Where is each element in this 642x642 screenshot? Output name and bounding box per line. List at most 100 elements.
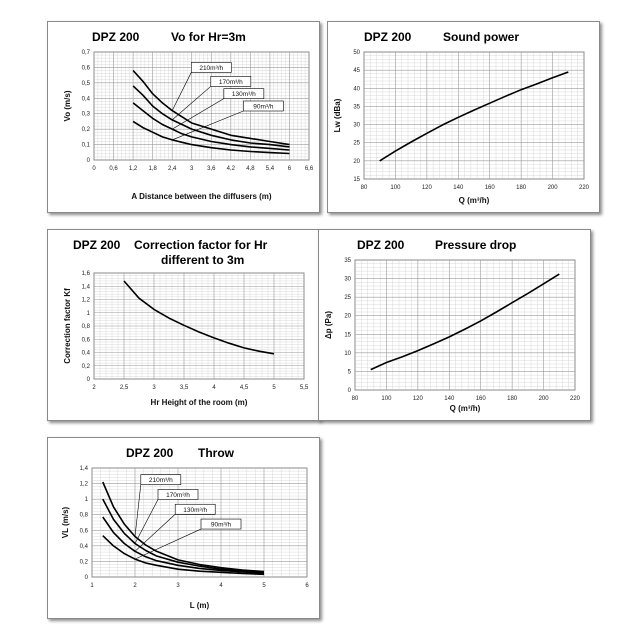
series-line <box>102 498 265 574</box>
y-axis-label: Correction factor Kf <box>63 288 72 364</box>
y-tick-label: 0,8 <box>80 513 89 519</box>
y-tick-label: 0,5 <box>82 81 91 87</box>
series-label-box <box>223 88 265 99</box>
series-label-leader <box>171 86 212 121</box>
y-tick-label: 50 <box>353 50 360 56</box>
series-label-leader <box>134 514 176 552</box>
series-label-leader <box>134 499 159 544</box>
x-tick-label: 4 <box>212 385 216 391</box>
y-tick-label: 0 <box>87 158 91 164</box>
chart-title: Throw <box>198 446 235 460</box>
x-tick-label: 140 <box>453 185 464 191</box>
y-tick-label: 0 <box>348 388 352 394</box>
y-tick-label: 35 <box>344 258 351 264</box>
x-tick-label: 1,2 <box>129 166 138 172</box>
chart-title: Correction factor for Hr <box>134 238 268 252</box>
x-tick-label: 3 <box>190 166 194 172</box>
chart-title: Pressure drop <box>435 238 516 252</box>
x-tick-label: 3 <box>176 583 180 589</box>
series-label-box <box>157 489 199 500</box>
chart-title: Vo for Hr=3m <box>171 30 246 44</box>
series-label-leader <box>172 98 225 130</box>
minor-grid <box>364 52 584 179</box>
y-tick-label: 20 <box>344 314 351 320</box>
y-tick-label: 0,3 <box>82 112 91 118</box>
series-label-box <box>140 474 182 485</box>
x-tick-label: 3,5 <box>180 385 189 391</box>
series-line <box>132 120 290 155</box>
x-tick-label: 3 <box>152 385 156 391</box>
y-tick-label: 15 <box>353 177 360 183</box>
series-label-leader <box>172 110 244 141</box>
series-line <box>102 481 265 573</box>
series-label-box <box>200 518 242 530</box>
x-tick-label: 5,4 <box>266 166 275 172</box>
x-tick-label: 4,2 <box>227 166 236 172</box>
y-tick-label: 1,2 <box>80 482 89 488</box>
x-axis-label: A Distance between the diffusers (m) <box>131 192 272 201</box>
series-label: 90m³/h <box>211 522 232 529</box>
y-tick-label: 35 <box>353 104 360 110</box>
y-tick-label: 1,4 <box>82 284 91 290</box>
x-tick-label: 100 <box>381 396 392 402</box>
series-label: 130m³/h <box>232 91 256 98</box>
x-tick-label: 2 <box>92 385 96 391</box>
series-label: 130m³/h <box>183 507 207 514</box>
y-tick-label: 0,2 <box>82 364 91 370</box>
minor-grid <box>355 260 575 390</box>
x-tick-label: 120 <box>422 185 433 191</box>
y-tick-label: 25 <box>353 141 360 147</box>
y-tick-label: 0,4 <box>82 96 91 102</box>
x-axis-label: Q (m³/h) <box>450 404 481 413</box>
series-label: 170m³/h <box>166 492 190 499</box>
throw-chart-panel: DPZ 200 Throw 1 2 3 4 5 6 0 0,2 0,4 0,6 0,8 1 1,2 1,4… <box>47 437 320 619</box>
y-axis-label: Δp (Pa) <box>324 311 333 339</box>
series-line <box>132 102 290 151</box>
pressure-drop-chart-svg: DPZ 200 Pressure drop 80 100 120 140 160 180 2… <box>324 238 581 413</box>
throw-chart-svg: DPZ 200 Throw 1 2 3 4 5 6 0 0,2 0,4 0,6 0,8 1 1,2 1,4… <box>61 446 309 610</box>
series-label: 210m³/h <box>199 65 223 72</box>
x-tick-label: 80 <box>352 396 359 402</box>
x-tick-label: 160 <box>476 396 487 402</box>
y-tick-label: 0,2 <box>82 127 91 133</box>
series-line <box>102 516 265 574</box>
x-axis-label: Hr Height of the room (m) <box>151 398 248 407</box>
x-axis-label: L (m) <box>190 601 210 610</box>
series-line <box>379 71 569 162</box>
x-tick-label: 1,8 <box>148 166 157 172</box>
major-grid <box>354 259 576 391</box>
x-axis-label: Q (m³/h) <box>459 196 490 205</box>
series-label: 210m³/h <box>149 477 173 484</box>
series-label-box <box>190 62 232 73</box>
correction-factor-chart-panel: DPZ 200 Correction factor for Hr differe… <box>47 229 320 421</box>
x-tick-label: 200 <box>539 396 550 402</box>
x-tick-label: 120 <box>413 396 424 402</box>
y-tick-label: 1,2 <box>82 298 91 304</box>
series-line <box>132 69 290 146</box>
y-tick-label: 40 <box>353 86 360 92</box>
y-tick-label: 25 <box>344 295 351 301</box>
x-tick-label: 180 <box>516 185 527 191</box>
y-tick-label: 10 <box>344 351 351 357</box>
series-label: 170m³/h <box>219 79 243 86</box>
series-label-box <box>210 76 252 87</box>
y-tick-label: 0,8 <box>82 324 91 330</box>
y-tick-label: 20 <box>353 159 360 165</box>
major-grid <box>363 51 585 180</box>
series-label-leader <box>134 528 202 560</box>
series-label-leader <box>134 484 142 537</box>
series-label-box <box>243 100 284 112</box>
x-tick-label: 2,4 <box>168 166 177 172</box>
chart-brand: DPZ 200 <box>92 30 140 44</box>
correction-factor-chart-svg: DPZ 200 Correction factor for Hr differe… <box>63 238 309 407</box>
chart-brand: DPZ 200 <box>73 238 121 252</box>
chart-title-line2: different to 3m <box>161 253 244 267</box>
y-tick-label: 1,6 <box>82 271 91 277</box>
series-line <box>132 85 290 148</box>
x-tick-label: 2 <box>133 583 137 589</box>
y-tick-label: 0 <box>85 575 89 581</box>
x-tick-label: 5 <box>262 583 266 589</box>
y-tick-label: 0,6 <box>80 528 89 534</box>
x-tick-label: 0,6 <box>109 166 118 172</box>
series-line <box>102 535 265 576</box>
